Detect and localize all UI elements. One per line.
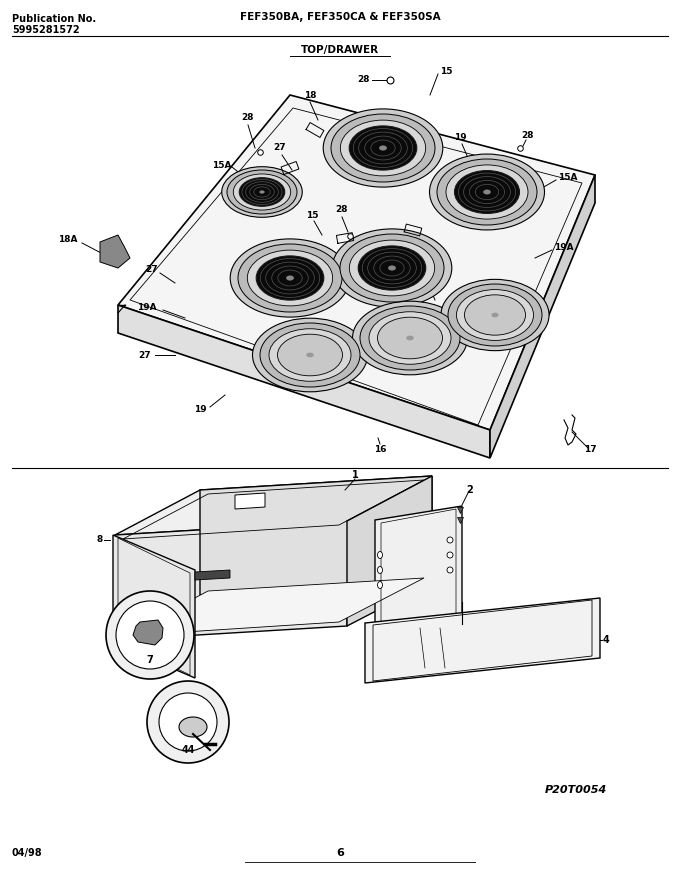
Ellipse shape — [231, 239, 350, 317]
Polygon shape — [118, 95, 595, 430]
Polygon shape — [195, 570, 230, 580]
Ellipse shape — [269, 328, 351, 381]
Text: 18: 18 — [304, 90, 316, 99]
Text: 4: 4 — [602, 635, 609, 645]
Text: 28: 28 — [358, 76, 370, 84]
Ellipse shape — [388, 265, 396, 270]
Polygon shape — [490, 175, 595, 458]
Ellipse shape — [379, 145, 387, 150]
Polygon shape — [235, 493, 265, 509]
Ellipse shape — [360, 306, 460, 370]
Ellipse shape — [447, 567, 453, 573]
Polygon shape — [118, 305, 490, 458]
Ellipse shape — [377, 567, 382, 574]
Text: 27: 27 — [139, 350, 152, 360]
Polygon shape — [133, 620, 163, 645]
Ellipse shape — [227, 170, 297, 214]
Ellipse shape — [341, 120, 426, 176]
Ellipse shape — [350, 126, 417, 170]
Ellipse shape — [369, 312, 451, 364]
Text: P20T0054: P20T0054 — [545, 785, 607, 795]
Text: 15A: 15A — [558, 174, 577, 182]
Text: 15A: 15A — [212, 161, 232, 169]
Text: 18A: 18A — [58, 235, 78, 244]
Ellipse shape — [437, 159, 537, 225]
Ellipse shape — [446, 165, 528, 219]
Polygon shape — [365, 598, 600, 683]
Text: 44: 44 — [182, 745, 194, 755]
Text: Publication No.: Publication No. — [12, 14, 96, 24]
Text: 04/98: 04/98 — [12, 848, 43, 858]
Ellipse shape — [406, 335, 413, 341]
Polygon shape — [200, 476, 432, 595]
Text: 28: 28 — [522, 130, 534, 140]
Ellipse shape — [222, 167, 302, 217]
Ellipse shape — [106, 591, 194, 679]
Ellipse shape — [377, 552, 382, 559]
Ellipse shape — [377, 581, 382, 588]
Ellipse shape — [350, 240, 435, 295]
Ellipse shape — [306, 353, 313, 357]
Ellipse shape — [454, 170, 520, 214]
Ellipse shape — [248, 250, 333, 306]
Text: 15: 15 — [306, 210, 318, 220]
Ellipse shape — [483, 189, 491, 195]
Polygon shape — [115, 476, 432, 535]
Ellipse shape — [256, 255, 324, 300]
Polygon shape — [113, 535, 195, 678]
Ellipse shape — [441, 279, 549, 351]
Text: 27: 27 — [426, 277, 439, 287]
Ellipse shape — [464, 295, 526, 335]
Ellipse shape — [456, 289, 534, 341]
Text: 8: 8 — [97, 535, 103, 545]
Ellipse shape — [238, 244, 342, 312]
Ellipse shape — [239, 177, 285, 206]
Ellipse shape — [260, 323, 360, 387]
Polygon shape — [115, 521, 347, 640]
Text: 19A: 19A — [137, 303, 157, 313]
Text: 7: 7 — [147, 655, 154, 665]
Ellipse shape — [352, 302, 468, 375]
Ellipse shape — [492, 313, 498, 317]
Ellipse shape — [430, 154, 545, 230]
Ellipse shape — [286, 275, 294, 281]
Ellipse shape — [159, 693, 217, 751]
Text: 19A: 19A — [554, 243, 574, 253]
Ellipse shape — [448, 284, 542, 346]
Ellipse shape — [358, 246, 426, 290]
Ellipse shape — [233, 174, 291, 210]
Ellipse shape — [377, 317, 443, 359]
Polygon shape — [100, 235, 130, 268]
Ellipse shape — [333, 229, 452, 307]
Polygon shape — [375, 506, 462, 638]
Ellipse shape — [147, 681, 229, 763]
Ellipse shape — [340, 234, 444, 302]
Polygon shape — [347, 476, 432, 626]
Text: 1: 1 — [352, 470, 358, 480]
Text: FEF350BA, FEF350CA & FEF350SA: FEF350BA, FEF350CA & FEF350SA — [239, 12, 441, 22]
Ellipse shape — [331, 114, 435, 182]
Ellipse shape — [323, 109, 443, 187]
Text: TOP/DRAWER: TOP/DRAWER — [301, 45, 379, 55]
Ellipse shape — [277, 335, 343, 375]
Text: 2: 2 — [466, 485, 473, 495]
Ellipse shape — [252, 318, 367, 392]
Text: 17: 17 — [583, 446, 596, 454]
Text: 27: 27 — [146, 266, 158, 275]
Text: 28: 28 — [242, 114, 254, 123]
Ellipse shape — [447, 552, 453, 558]
Text: 19: 19 — [454, 134, 466, 143]
Text: 28: 28 — [336, 205, 348, 215]
Polygon shape — [123, 578, 424, 636]
Text: 5995281572: 5995281572 — [12, 25, 80, 35]
Text: 27: 27 — [273, 143, 286, 152]
Ellipse shape — [259, 190, 265, 194]
Ellipse shape — [447, 537, 453, 543]
Text: 16: 16 — [374, 446, 386, 454]
Text: 6: 6 — [336, 848, 344, 858]
Text: 15: 15 — [440, 68, 452, 76]
Ellipse shape — [116, 601, 184, 669]
Text: 19: 19 — [194, 406, 206, 415]
Ellipse shape — [179, 717, 207, 737]
